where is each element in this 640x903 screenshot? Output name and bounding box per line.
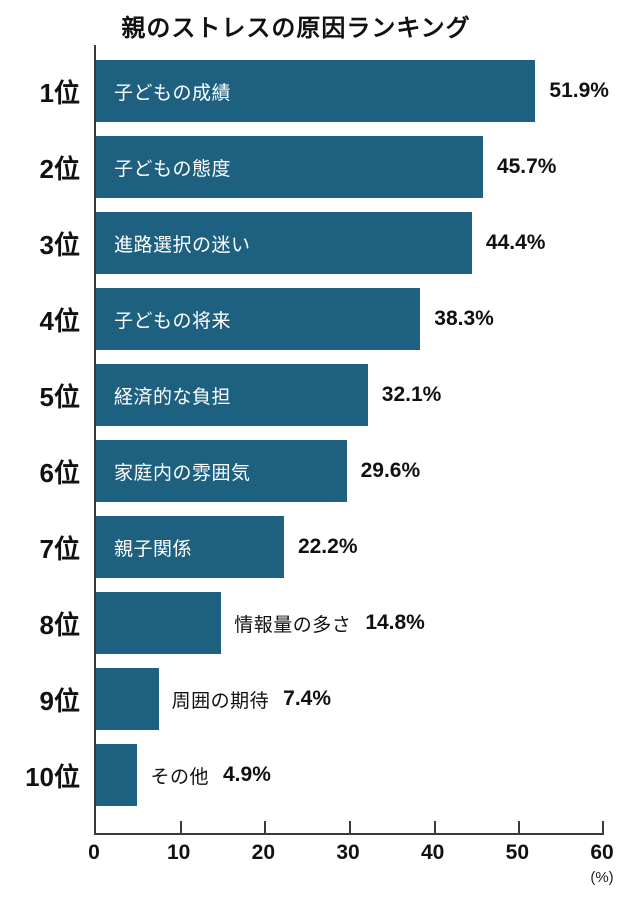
plot-area: 1位 子どもの成績 51.9% 2位 子どもの態度 45.7% 3位 進路選択の…	[25, 45, 609, 835]
bar-category-label: 進路選択の迷い	[114, 234, 251, 256]
bar	[96, 592, 222, 654]
chart-row-3: 3位 進路選択の迷い 44.4%	[40, 205, 604, 281]
bar: 経済的な負担	[96, 364, 368, 426]
bar-value-label: 7.4%	[283, 687, 332, 710]
x-axis-tick-label: 10	[166, 841, 191, 864]
bar-category-label: 周囲の期待	[171, 690, 270, 712]
bar: 子どもの成績	[96, 60, 536, 122]
bar-value-label: 32.1%	[381, 383, 442, 406]
chart-row-9: 9位 周囲の期待 7.4%	[40, 661, 604, 737]
rank-label: 6位	[39, 457, 80, 488]
x-axis-tick-label: 30	[336, 841, 360, 864]
chart-row-4: 4位 子どもの将来 38.3%	[40, 281, 604, 357]
axis-tick	[602, 821, 604, 833]
bar-value-label: 44.4%	[485, 231, 546, 254]
x-axis: 0 10 20 30 40 50 60 (%)	[88, 835, 614, 895]
bar: 子どもの将来	[96, 288, 421, 350]
bar	[96, 668, 159, 730]
rank-label: 3位	[39, 229, 80, 260]
bar-value-label: 22.2%	[297, 535, 358, 558]
bar: 子どもの態度	[96, 136, 483, 198]
bar-category-label: 経済的な負担	[114, 386, 232, 408]
bar: 親子関係	[96, 516, 284, 578]
bar: 進路選択の迷い	[96, 212, 472, 274]
bar-category-label: 親子関係	[114, 538, 193, 560]
rank-label: 7位	[39, 533, 80, 564]
x-axis-tick-label: 50	[505, 841, 530, 864]
bar-value-label: 29.6%	[360, 459, 421, 482]
axis-tick	[264, 821, 267, 833]
rank-label: 2位	[39, 153, 80, 184]
bar: 家庭内の雰囲気	[96, 440, 347, 502]
chart-row-5: 5位 経済的な負担 32.1%	[40, 357, 604, 433]
chart-row-8: 8位 情報量の多さ 14.8%	[40, 585, 604, 661]
bar-value-label: 51.9%	[549, 79, 609, 102]
axis-tick	[179, 821, 182, 833]
bar-category-label: 子どもの態度	[114, 158, 232, 180]
bar-value-label: 4.9%	[223, 763, 271, 786]
rank-label: 9位	[39, 685, 80, 716]
x-axis-tick-label: 60	[590, 841, 614, 864]
x-axis-tick-label: 20	[251, 841, 276, 864]
x-axis-tick-label: 0	[88, 841, 100, 864]
chart-title: 親のストレスの原因ランキング	[121, 15, 471, 42]
rank-label: 8位	[39, 609, 80, 640]
bar-category-label: 家庭内の雰囲気	[114, 462, 251, 484]
rank-label: 5位	[39, 381, 80, 412]
rank-label: 4位	[39, 305, 80, 336]
chart-row-7: 7位 親子関係 22.2%	[40, 509, 604, 585]
bar	[96, 744, 138, 806]
axis-tick	[518, 821, 521, 833]
x-axis-unit-label: (%)	[590, 869, 614, 886]
rank-label: 10位	[25, 761, 80, 792]
chart-row-6: 6位 家庭内の雰囲気 29.6%	[40, 433, 604, 509]
bar-category-label: 子どもの将来	[114, 310, 232, 332]
bar-value-label: 45.7%	[496, 155, 557, 178]
x-axis-tick-label: 40	[420, 841, 445, 864]
bar-category-label: 情報量の多さ	[234, 614, 352, 636]
bar-category-label: その他	[150, 766, 209, 788]
axis-tick	[433, 821, 436, 833]
chart-row-2: 2位 子どもの態度 45.7%	[40, 129, 604, 205]
bar-category-label: 子どもの成績	[114, 82, 232, 104]
axis-tick	[349, 821, 351, 833]
bar-value-label: 38.3%	[434, 307, 494, 330]
chart-row-1: 1位 子どもの成績 51.9%	[40, 53, 609, 129]
bar-value-label: 14.8%	[365, 611, 425, 634]
chart-row-10: 10位 その他 4.9%	[25, 737, 604, 813]
rank-label: 1位	[39, 77, 80, 108]
